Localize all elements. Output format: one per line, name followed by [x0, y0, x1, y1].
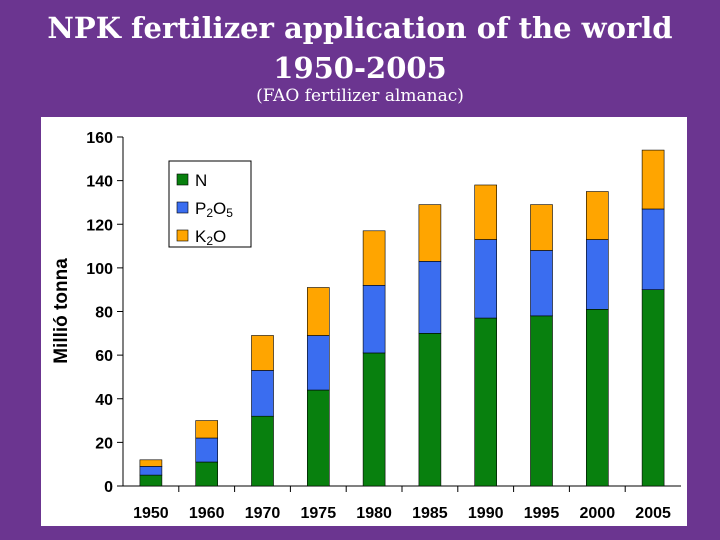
bar-K2O-1995 — [530, 204, 553, 251]
bar-K2O-1950 — [139, 459, 163, 467]
bar-K2O-1990 — [474, 184, 498, 240]
bar-P2O5-1950 — [139, 466, 163, 476]
bar-K2O-2005 — [641, 149, 665, 210]
legend-label-N: N — [195, 171, 207, 190]
plot-area: 0 20 40 60 80 100 120 140 160 1950 1960 1970 1975 198… — [86, 130, 681, 522]
x-tick-label: 1985 — [412, 505, 448, 522]
x-tick-label: 1995 — [524, 505, 560, 522]
bar-N-1990 — [474, 317, 498, 487]
y-tick-label: 120 — [86, 217, 113, 234]
bar-N-1975 — [306, 389, 330, 487]
bar-K2O-1970 — [251, 335, 274, 371]
bar-K2O-1980 — [362, 230, 386, 286]
x-tick-label: 2000 — [580, 505, 616, 522]
bar-P2O5-1990 — [474, 239, 498, 319]
slide-title-line1: NPK fertilizer application of the world — [47, 11, 673, 45]
x-tick-label: 1950 — [133, 505, 169, 522]
bar-K2O-2000 — [585, 191, 609, 240]
legend-label-P2O5: P2O5 — [195, 199, 233, 220]
y-tick-label: 60 — [95, 348, 113, 365]
y-tick-label: 0 — [104, 479, 113, 496]
bar-P2O5-1960 — [195, 437, 218, 463]
x-tick-label: 1970 — [245, 505, 281, 522]
x-tick-label: 1990 — [468, 505, 504, 522]
bar-N-1995 — [530, 315, 553, 487]
stacked-bar-chart: 0 20 40 60 80 100 120 140 160 1950 1960 1970 1975 198… — [41, 117, 687, 526]
bar-K2O-1975 — [306, 287, 330, 336]
y-axis-label: Millió tonna — [51, 258, 72, 364]
x-tick-label: 1980 — [356, 505, 392, 522]
bar-N-1960 — [195, 461, 218, 487]
y-tick-label: 160 — [86, 130, 113, 147]
y-tick-label: 80 — [95, 305, 113, 322]
bar-N-2005 — [641, 289, 665, 487]
y-tick-label: 20 — [95, 435, 113, 452]
bar-N-2000 — [585, 309, 609, 487]
x-tick-label: 2005 — [635, 505, 671, 522]
bar-P2O5-1975 — [306, 335, 330, 391]
bar-P2O5-2000 — [585, 239, 609, 310]
bar-P2O5-1970 — [251, 370, 274, 417]
slide-subtitle: (FAO fertilizer almanac) — [256, 86, 464, 106]
bar-P2O5-1995 — [530, 250, 553, 317]
legend-swatch-K2O — [176, 229, 189, 242]
bar-P2O5-1980 — [362, 285, 386, 354]
bar-P2O5-1985 — [418, 261, 442, 334]
y-tick-label: 140 — [86, 174, 113, 191]
bar-K2O-1985 — [418, 204, 442, 262]
slide-title: NPK fertilizer application of the world … — [0, 8, 720, 88]
legend: N P2O5 K2O — [168, 160, 252, 248]
bar-N-1950 — [139, 474, 163, 487]
slide-title-line2: 1950-2005 — [273, 51, 447, 85]
x-tick-label: 1960 — [189, 505, 225, 522]
bar-N-1985 — [418, 333, 442, 487]
bar-N-1980 — [362, 352, 386, 487]
bar-P2O5-2005 — [641, 208, 665, 290]
bar-N-1970 — [251, 415, 274, 487]
legend-swatch-P2O5 — [176, 201, 189, 214]
legend-swatch-N — [176, 173, 189, 186]
bar-K2O-1960 — [195, 420, 218, 439]
y-tick-label: 100 — [86, 261, 113, 278]
legend-label-K2O: K2O — [195, 227, 226, 248]
x-tick-label: 1975 — [301, 505, 337, 522]
y-tick-label: 40 — [95, 392, 113, 409]
